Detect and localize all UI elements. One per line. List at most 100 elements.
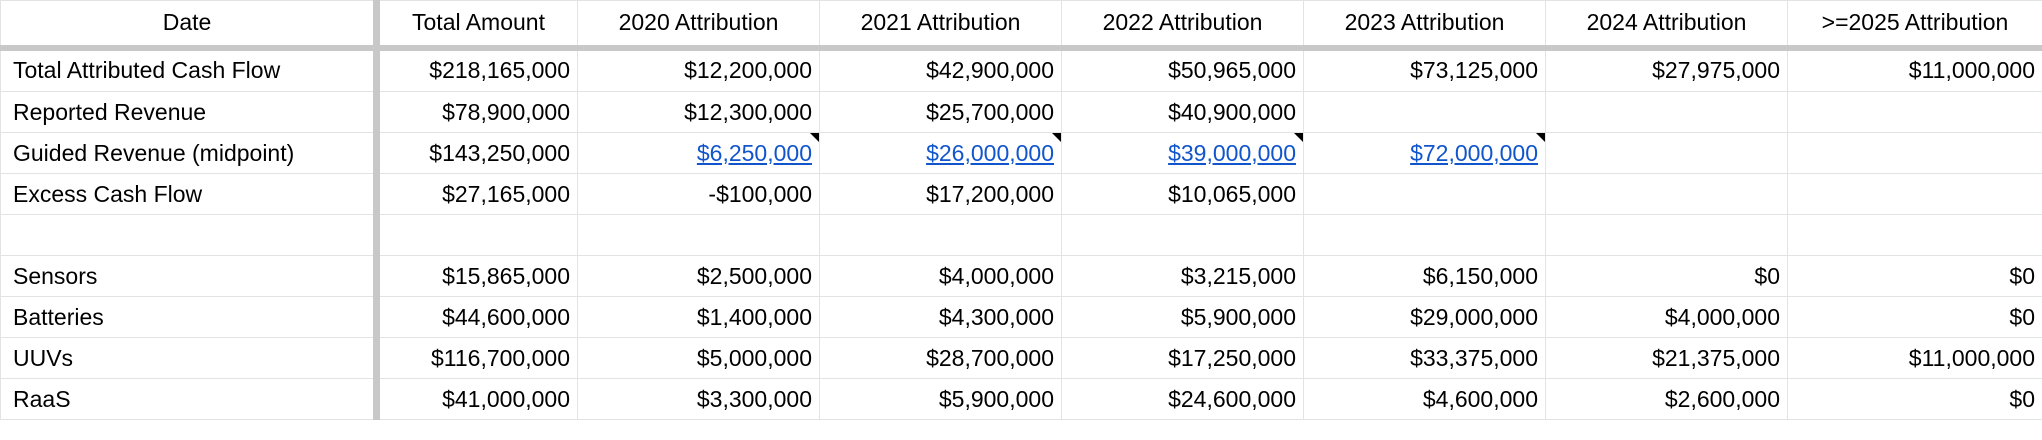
- column-header-cell[interactable]: 2023 Attribution: [1303, 0, 1546, 51]
- value-cell[interactable]: $72,000,000: [1303, 132, 1546, 174]
- value-cell[interactable]: $12,300,000: [577, 91, 820, 133]
- value-cell[interactable]: $0: [1545, 255, 1788, 297]
- note-indicator-icon: [1294, 133, 1303, 142]
- cell-link[interactable]: $72,000,000: [1410, 139, 1538, 166]
- value-cell[interactable]: [1303, 91, 1546, 133]
- value-cell[interactable]: $0: [1787, 296, 2042, 338]
- table-row: UUVs $116,700,000 $5,000,000 $28,700,000 $17…: [0, 337, 2042, 379]
- table-row: Batteries $44,600,000 $1,400,000 $4,300,000…: [0, 296, 2042, 338]
- value-cell[interactable]: [577, 214, 820, 256]
- value-cell[interactable]: $15,865,000: [376, 255, 578, 297]
- empty-row: [0, 214, 2042, 256]
- value-cell[interactable]: $11,000,000: [1787, 337, 2042, 379]
- value-cell[interactable]: $28,700,000: [819, 337, 1062, 379]
- value-cell[interactable]: [1303, 173, 1546, 215]
- value-cell[interactable]: $17,250,000: [1061, 337, 1304, 379]
- value-cell[interactable]: [1787, 214, 2042, 256]
- row-label-cell[interactable]: Excess Cash Flow: [0, 173, 380, 215]
- row-label-cell[interactable]: Guided Revenue (midpoint): [0, 132, 380, 174]
- column-header-cell[interactable]: 2024 Attribution: [1545, 0, 1788, 51]
- value-cell[interactable]: $218,165,000: [376, 47, 578, 92]
- value-cell[interactable]: $29,000,000: [1303, 296, 1546, 338]
- value-cell[interactable]: $50,965,000: [1061, 47, 1304, 92]
- value-cell[interactable]: $12,200,000: [577, 47, 820, 92]
- value-cell[interactable]: $5,900,000: [819, 378, 1062, 420]
- column-header-cell[interactable]: 2022 Attribution: [1061, 0, 1304, 51]
- value-cell[interactable]: $24,600,000: [1061, 378, 1304, 420]
- table-row: RaaS $41,000,000 $3,300,000 $5,900,000 $24,6…: [0, 378, 2042, 420]
- value-cell[interactable]: [376, 214, 578, 256]
- table-row: Total Attributed Cash Flow $218,165,000 $1…: [0, 47, 2042, 92]
- value-cell[interactable]: $6,150,000: [1303, 255, 1546, 297]
- table-row: Excess Cash Flow $27,165,000 -$100,000 $17,…: [0, 173, 2042, 215]
- value-cell[interactable]: $116,700,000: [376, 337, 578, 379]
- value-cell[interactable]: [1787, 173, 2042, 215]
- data-table: Date Total Amount 2020 Attribution 2021 Att…: [0, 0, 2042, 420]
- value-cell[interactable]: $4,600,000: [1303, 378, 1546, 420]
- value-cell[interactable]: $2,600,000: [1545, 378, 1788, 420]
- row-label-cell[interactable]: Sensors: [0, 255, 380, 297]
- note-indicator-icon: [810, 133, 819, 142]
- row-label-cell[interactable]: UUVs: [0, 337, 380, 379]
- value-cell[interactable]: $2,500,000: [577, 255, 820, 297]
- value-cell[interactable]: [1545, 91, 1788, 133]
- cell-link[interactable]: $26,000,000: [926, 139, 1054, 166]
- table-row: Sensors $15,865,000 $2,500,000 $4,000,000 $3…: [0, 255, 2042, 297]
- note-indicator-icon: [1536, 133, 1545, 142]
- value-cell[interactable]: -$100,000: [577, 173, 820, 215]
- value-cell[interactable]: $143,250,000: [376, 132, 578, 174]
- value-cell[interactable]: $41,000,000: [376, 378, 578, 420]
- value-cell[interactable]: [1787, 91, 2042, 133]
- table-row: Guided Revenue (midpoint) $143,250,000 $6,…: [0, 132, 2042, 174]
- value-cell[interactable]: $26,000,000: [819, 132, 1062, 174]
- row-label-cell[interactable]: [0, 214, 380, 256]
- value-cell[interactable]: $78,900,000: [376, 91, 578, 133]
- value-cell[interactable]: $10,065,000: [1061, 173, 1304, 215]
- value-cell[interactable]: [1787, 132, 2042, 174]
- value-cell[interactable]: $4,000,000: [1545, 296, 1788, 338]
- table-row: Reported Revenue $78,900,000 $12,300,000 $2…: [0, 91, 2042, 133]
- value-cell[interactable]: $11,000,000: [1787, 47, 2042, 92]
- value-cell[interactable]: $42,900,000: [819, 47, 1062, 92]
- column-header-cell[interactable]: Total Amount: [376, 0, 578, 51]
- value-cell[interactable]: $4,000,000: [819, 255, 1062, 297]
- column-header-cell[interactable]: >=2025 Attribution: [1787, 0, 2042, 51]
- row-label-cell[interactable]: Batteries: [0, 296, 380, 338]
- row-label-cell[interactable]: RaaS: [0, 378, 380, 420]
- value-cell[interactable]: $0: [1787, 255, 2042, 297]
- column-header-cell[interactable]: 2021 Attribution: [819, 0, 1062, 51]
- value-cell[interactable]: [1545, 132, 1788, 174]
- column-header-cell[interactable]: Date: [0, 0, 380, 51]
- value-cell[interactable]: $3,300,000: [577, 378, 820, 420]
- value-cell[interactable]: [1545, 214, 1788, 256]
- value-cell[interactable]: $17,200,000: [819, 173, 1062, 215]
- value-cell[interactable]: $5,000,000: [577, 337, 820, 379]
- header-row: Date Total Amount 2020 Attribution 2021 Att…: [0, 0, 2042, 51]
- value-cell[interactable]: $73,125,000: [1303, 47, 1546, 92]
- value-cell[interactable]: $4,300,000: [819, 296, 1062, 338]
- column-header-cell[interactable]: 2020 Attribution: [577, 0, 820, 51]
- value-cell[interactable]: [1061, 214, 1304, 256]
- value-cell[interactable]: $3,215,000: [1061, 255, 1304, 297]
- value-cell[interactable]: $39,000,000: [1061, 132, 1304, 174]
- value-cell[interactable]: $40,900,000: [1061, 91, 1304, 133]
- value-cell[interactable]: [1545, 173, 1788, 215]
- value-cell[interactable]: $1,400,000: [577, 296, 820, 338]
- cell-link[interactable]: $6,250,000: [696, 139, 812, 166]
- cell-link[interactable]: $39,000,000: [1168, 139, 1296, 166]
- value-cell[interactable]: $44,600,000: [376, 296, 578, 338]
- value-cell[interactable]: $0: [1787, 378, 2042, 420]
- value-cell[interactable]: $27,975,000: [1545, 47, 1788, 92]
- value-cell[interactable]: $25,700,000: [819, 91, 1062, 133]
- value-cell[interactable]: $5,900,000: [1061, 296, 1304, 338]
- value-cell[interactable]: $21,375,000: [1545, 337, 1788, 379]
- value-cell[interactable]: $33,375,000: [1303, 337, 1546, 379]
- value-cell[interactable]: [1303, 214, 1546, 256]
- value-cell[interactable]: $6,250,000: [577, 132, 820, 174]
- row-label-cell[interactable]: Total Attributed Cash Flow: [0, 47, 380, 92]
- value-cell[interactable]: $27,165,000: [376, 173, 578, 215]
- note-indicator-icon: [1052, 133, 1061, 142]
- value-cell[interactable]: [819, 214, 1062, 256]
- row-label-cell[interactable]: Reported Revenue: [0, 91, 380, 133]
